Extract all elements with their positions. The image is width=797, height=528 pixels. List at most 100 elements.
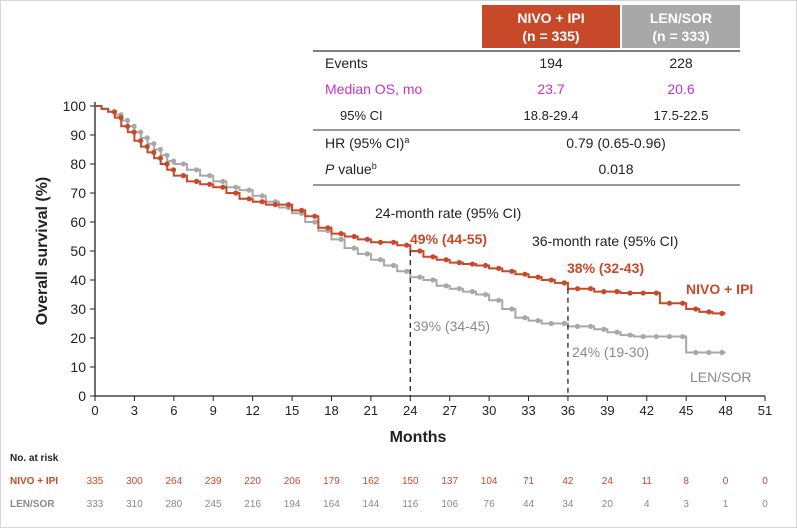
median-os-len: 20.6 <box>667 81 694 97</box>
nivo-censor-mark <box>259 199 265 205</box>
nivo-censor-mark <box>548 277 554 283</box>
nivo-censor-mark <box>522 271 528 277</box>
nivo-censor-mark <box>588 286 594 292</box>
nivo-censor-mark <box>482 262 489 269</box>
y-tick-label: 0 <box>78 388 86 404</box>
at-risk-value: 220 <box>244 476 261 487</box>
nivo-censor-mark <box>653 290 659 296</box>
nivo-censor-mark <box>157 155 164 161</box>
nivo-censor-mark <box>640 290 646 296</box>
len-censor-mark <box>170 158 177 164</box>
nivo-censor-mark <box>693 306 699 312</box>
nivo-censor-mark <box>138 138 144 144</box>
rate-36-len: 24% (19-30) <box>572 344 649 360</box>
len-censor-mark <box>430 277 436 283</box>
nivo-header-name: NIVO + IPI <box>517 10 584 26</box>
len-censor-mark <box>138 129 144 135</box>
y-tick-label: 60 <box>70 214 86 230</box>
median-os-nivo: 23.7 <box>537 81 564 97</box>
nivo-censor-mark <box>680 300 686 306</box>
at-risk-value: 194 <box>284 499 301 510</box>
nivo-censor-mark <box>151 149 157 155</box>
nivo-censor-mark <box>535 274 541 280</box>
at-risk-value: 144 <box>363 499 380 510</box>
nivo-censor-mark <box>404 242 410 248</box>
nivo-censor-mark <box>377 239 384 245</box>
at-risk-value: 24 <box>602 476 614 487</box>
x-tick-label: 12 <box>245 403 259 418</box>
at-risk-value: 264 <box>165 476 182 487</box>
x-tick-label: 24 <box>403 403 417 418</box>
nivo-censor-mark <box>417 248 423 254</box>
survival-curves <box>95 105 726 356</box>
nivo-header-cell <box>482 5 620 48</box>
nivo-censor-mark <box>509 268 515 274</box>
hr-value: 0.79 (0.65-0.96) <box>566 135 666 151</box>
len-censor-mark <box>207 173 213 179</box>
median-os-label: Median OS, mo <box>325 81 422 97</box>
len-censor-mark <box>588 323 594 329</box>
hr-label-sup: a <box>404 135 409 145</box>
len-censor-mark <box>151 141 157 147</box>
nivo-curve-label: NIVO + IPI <box>686 281 753 297</box>
at-risk-value: 42 <box>562 476 574 487</box>
nivo-censor-mark <box>601 289 607 295</box>
x-tick-label: 6 <box>170 403 177 418</box>
nivo-censor-mark <box>233 190 239 196</box>
nivo-censor-mark <box>443 257 449 263</box>
rate-annotations: 24-month rate (95% CI) 49% (44-55) 36-mont… <box>375 205 753 396</box>
len-censor-mark <box>390 262 397 269</box>
at-risk-value: 162 <box>363 476 380 487</box>
at-risk-value: 310 <box>126 499 143 510</box>
y-tick-label: 40 <box>70 272 86 288</box>
nivo-censor-mark <box>144 144 150 150</box>
len-censor-mark <box>417 274 423 280</box>
y-tick-label: 10 <box>70 359 86 375</box>
x-axis-title: Months <box>390 429 447 446</box>
at-risk-value: 333 <box>87 499 104 510</box>
summary-table: NIVO + IPI (n = 335) LEN/SOR (n = 333) E… <box>313 5 740 186</box>
nivo-header-n: (n = 335) <box>522 28 579 44</box>
ci-nivo: 18.8-29.4 <box>524 108 579 123</box>
at-risk-value: 44 <box>523 499 535 510</box>
len-censor-mark <box>220 178 226 184</box>
len-censor-mark <box>312 219 318 225</box>
nivo-censor-mark <box>124 123 131 129</box>
at-risk-value: 179 <box>323 476 340 487</box>
len-censor-mark <box>164 152 170 158</box>
at-risk-value: 245 <box>205 499 222 510</box>
nivo-censor-mark <box>170 167 177 173</box>
len-censor-mark <box>482 291 489 298</box>
len-censor-mark <box>180 161 186 167</box>
at-risk-value: 137 <box>441 476 458 487</box>
p-value: 0.018 <box>598 161 633 177</box>
at-risk-value: 106 <box>441 499 458 510</box>
events-nivo: 194 <box>539 55 563 71</box>
nivo-censor-mark <box>574 286 581 292</box>
len-censor-mark <box>469 289 476 295</box>
len-censor-mark <box>443 283 449 289</box>
len-censor-mark <box>404 268 410 274</box>
nivo-censor-mark <box>666 300 673 306</box>
at-risk-value: 71 <box>523 476 535 487</box>
p-label-italic: P <box>325 161 335 177</box>
nivo-censor-mark <box>496 265 502 271</box>
events-len: 228 <box>669 55 693 71</box>
at-risk-value: 280 <box>165 499 182 510</box>
rate-36-nivo: 38% (32-43) <box>567 260 644 276</box>
ci-label: 95% CI <box>340 108 383 123</box>
y-axis-title: Overall survival (%) <box>34 177 51 326</box>
rate-24-heading: 24-month rate (95% CI) <box>375 205 521 221</box>
y-tick-label: 100 <box>63 98 87 114</box>
len-censor-mark <box>157 146 164 153</box>
nivo-censor-mark <box>299 207 305 213</box>
len-censor-mark <box>535 318 541 324</box>
nivo-censor-mark <box>456 260 462 266</box>
y-tick-label: 50 <box>70 243 86 259</box>
len-censor-mark <box>653 333 659 340</box>
nivo-censor-mark <box>246 196 252 202</box>
p-label: P valueb <box>325 161 377 177</box>
len-header-cell <box>622 5 740 48</box>
at-risk-value: 104 <box>481 476 498 487</box>
